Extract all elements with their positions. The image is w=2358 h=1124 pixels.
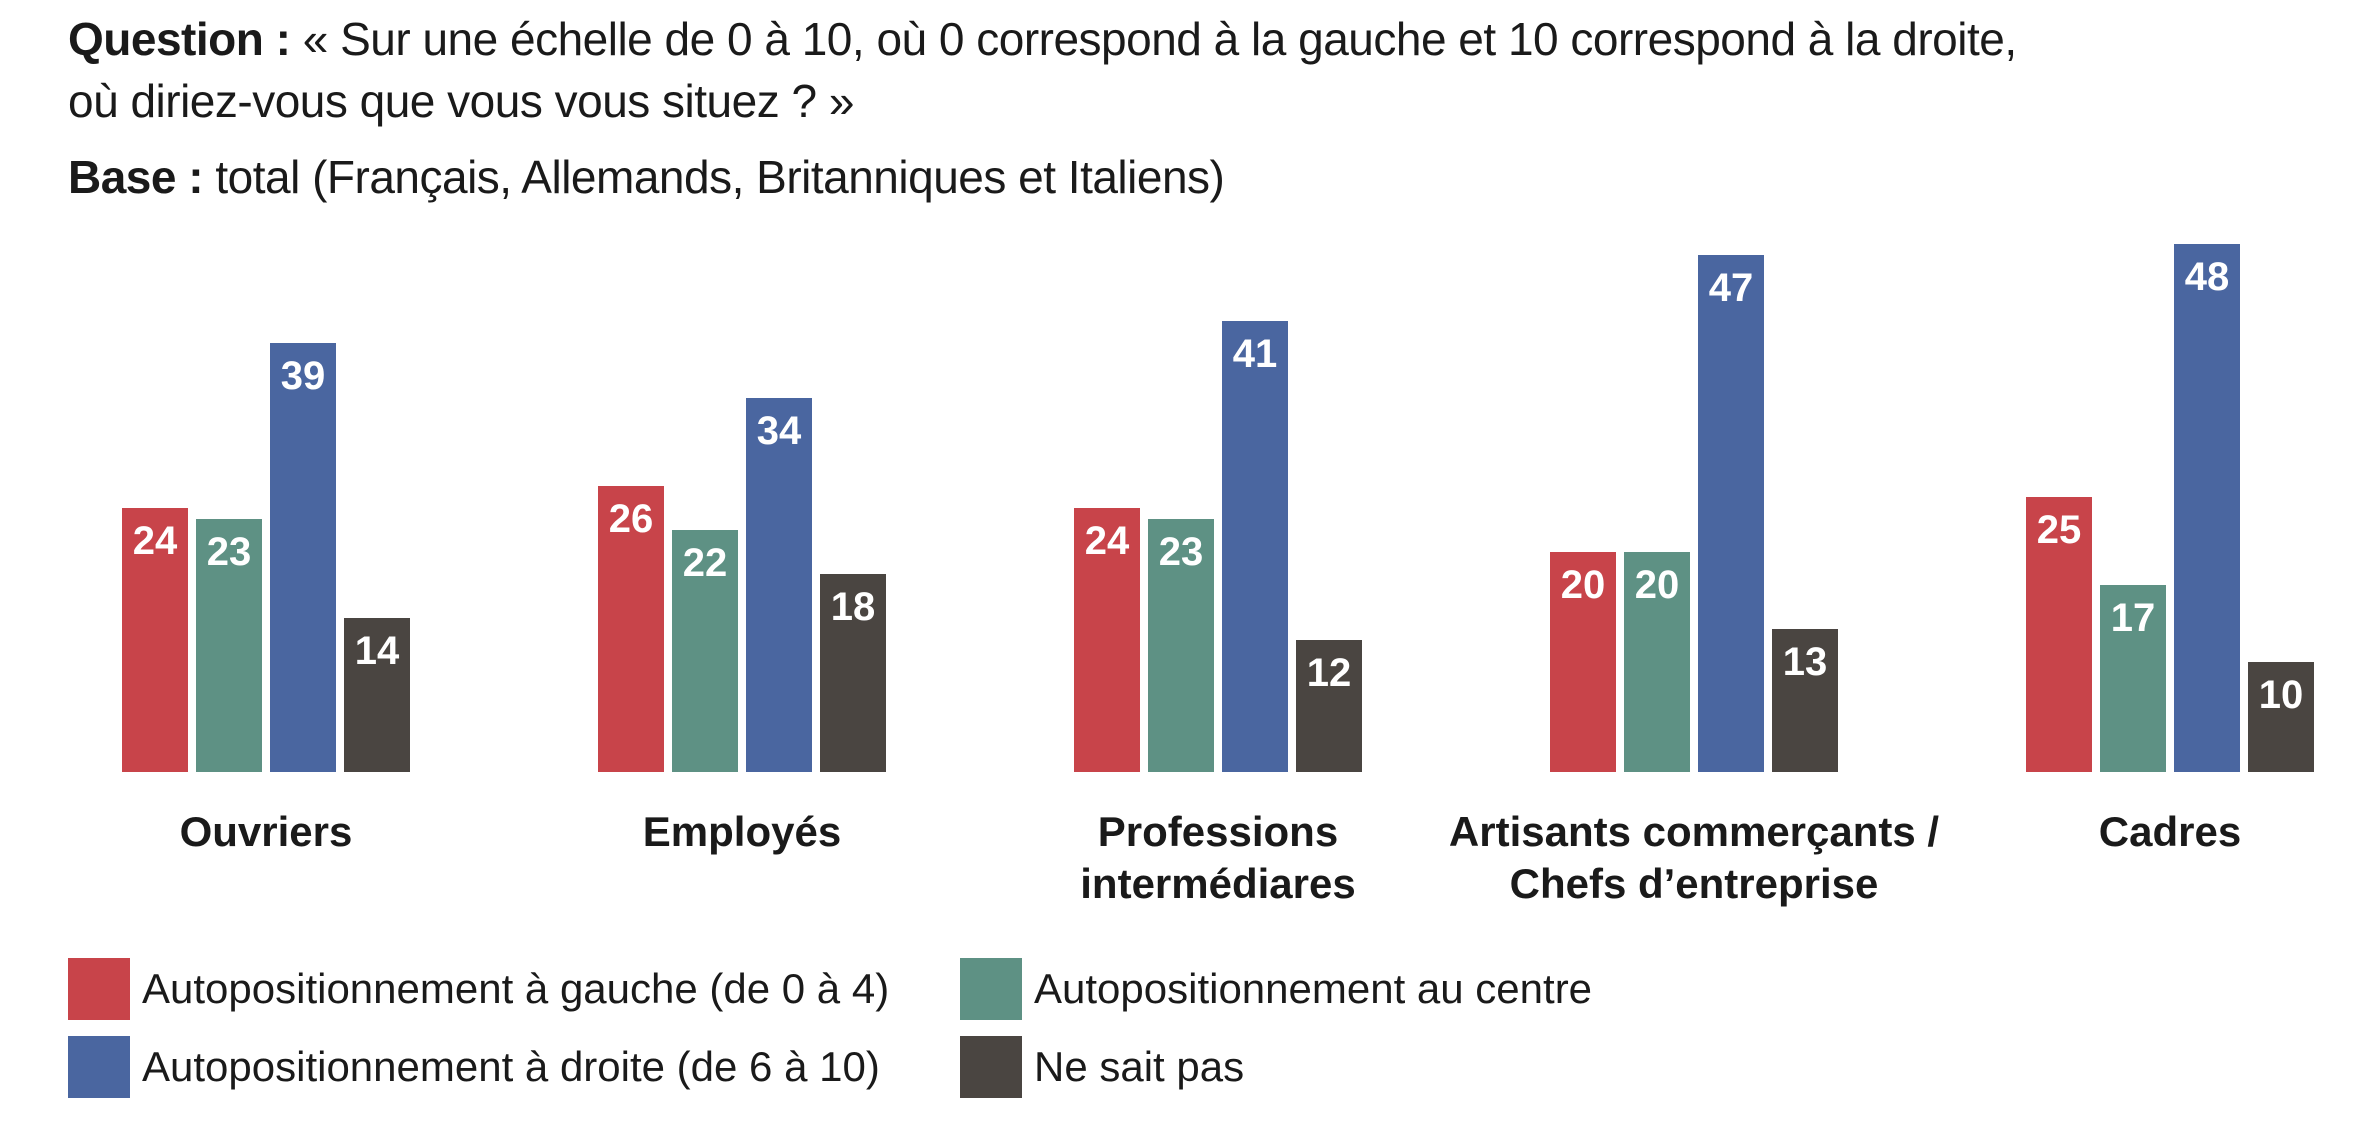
value-label-nsp-3: 13 xyxy=(1783,640,1828,684)
value-label-droite-1: 34 xyxy=(757,409,802,453)
value-label-nsp-1: 18 xyxy=(831,585,876,629)
bar-nsp-2 xyxy=(1296,640,1362,772)
question-text-continued: où diriez-vous que vous vous situez ? » xyxy=(68,75,854,127)
bar-centre-0 xyxy=(196,519,262,772)
legend-item-nsp: Ne sait pas xyxy=(960,1036,1244,1098)
value-label-nsp-4: 10 xyxy=(2259,673,2304,717)
value-label-nsp-0: 14 xyxy=(355,629,400,673)
value-label-centre-3: 20 xyxy=(1635,563,1680,607)
value-label-gauche-3: 20 xyxy=(1561,563,1606,607)
value-label-droite-2: 41 xyxy=(1233,332,1278,376)
bar-centre-1 xyxy=(672,530,738,772)
bar-droite-2 xyxy=(1222,321,1288,772)
bar-nsp-3 xyxy=(1772,629,1838,772)
legend-swatch-droite xyxy=(68,1036,130,1098)
bar-gauche-3 xyxy=(1550,552,1616,772)
legend-item-centre: Autopositionnement au centre xyxy=(960,958,1592,1020)
value-label-droite-0: 39 xyxy=(281,354,326,398)
question-text: « Sur une échelle de 0 à 10, où 0 corres… xyxy=(290,13,2017,65)
legend-swatch-gauche xyxy=(68,958,130,1020)
bar-nsp-1 xyxy=(820,574,886,772)
value-label-gauche-1: 26 xyxy=(609,497,654,541)
value-label-centre-4: 17 xyxy=(2111,596,2156,640)
category-label-4-0: Cadres xyxy=(2099,808,2241,855)
category-label-3-1: Chefs d’entreprise xyxy=(1510,860,1879,907)
value-label-gauche-2: 24 xyxy=(1085,519,1130,563)
bar-droite-3 xyxy=(1698,255,1764,772)
bar-droite-0 xyxy=(270,343,336,772)
legend-swatch-centre xyxy=(960,958,1022,1020)
base-line: Base : total (Français, Allemands, Brita… xyxy=(68,146,2268,208)
bar-nsp-0 xyxy=(344,618,410,772)
value-label-centre-0: 23 xyxy=(207,530,252,574)
chart-header: Question : « Sur une échelle de 0 à 10, … xyxy=(68,8,2268,208)
question-label: Question : xyxy=(68,13,291,65)
category-label-1-0: Employés xyxy=(643,808,841,855)
legend-label-gauche: Autopositionnement à gauche (de 0 à 4) xyxy=(142,965,890,1012)
value-label-droite-4: 48 xyxy=(2185,255,2230,299)
value-label-centre-1: 22 xyxy=(683,541,728,585)
bar-gauche-2 xyxy=(1074,508,1140,772)
bar-centre-4 xyxy=(2100,585,2166,772)
bar-gauche-4 xyxy=(2026,497,2092,772)
legend-item-droite: Autopositionnement à droite (de 6 à 10) xyxy=(68,1036,880,1098)
bar-gauche-1 xyxy=(598,486,664,772)
value-label-gauche-4: 25 xyxy=(2037,508,2082,552)
bar-droite-4 xyxy=(2174,244,2240,772)
bar-gauche-0 xyxy=(122,508,188,772)
value-label-centre-2: 23 xyxy=(1159,530,1204,574)
legend-label-nsp: Ne sait pas xyxy=(1034,1043,1245,1090)
legend-swatch-nsp xyxy=(960,1036,1022,1098)
legend-label-droite: Autopositionnement à droite (de 6 à 10) xyxy=(142,1043,880,1090)
question-line-1: Question : « Sur une échelle de 0 à 10, … xyxy=(68,8,2268,70)
legend-item-gauche: Autopositionnement à gauche (de 0 à 4) xyxy=(68,958,889,1020)
bar-nsp-4 xyxy=(2248,662,2314,772)
bar-centre-2 xyxy=(1148,519,1214,772)
category-label-3-0: Artisants commerçants / xyxy=(1449,808,1940,855)
value-label-droite-3: 47 xyxy=(1709,266,1754,310)
bar-centre-3 xyxy=(1624,552,1690,772)
bar-droite-1 xyxy=(746,398,812,772)
value-label-nsp-2: 12 xyxy=(1307,651,1352,695)
category-label-2-1: intermédiares xyxy=(1080,860,1355,907)
value-label-gauche-0: 24 xyxy=(133,519,178,563)
category-label-2-0: Professions xyxy=(1098,808,1338,855)
category-label-0-0: Ouvriers xyxy=(180,808,353,855)
base-text: total (Français, Allemands, Britanniques… xyxy=(203,151,1225,203)
base-label: Base : xyxy=(68,151,204,203)
legend-label-centre: Autopositionnement au centre xyxy=(1034,965,1593,1012)
